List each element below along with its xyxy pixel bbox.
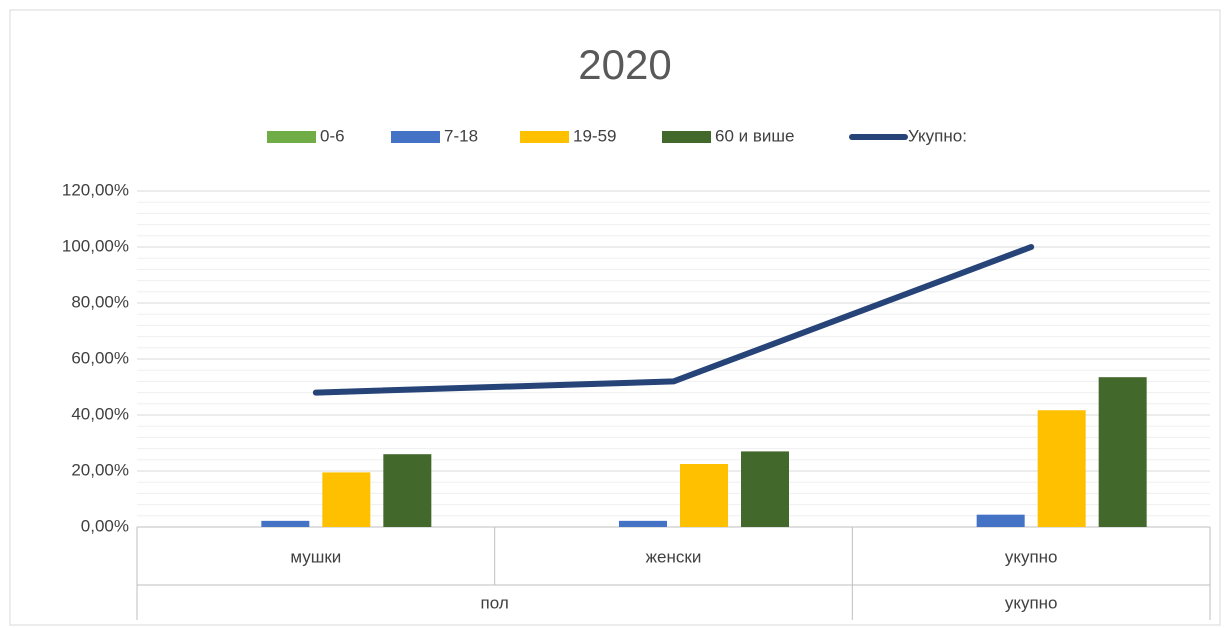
y-tick-label: 80,00% [71,292,129,311]
legend-label: Укупно: [908,126,967,145]
bar [680,464,728,527]
legend-label: 0-6 [320,126,345,145]
bar [741,451,789,527]
y-tick-label: 20,00% [71,460,129,479]
y-tick-label: 100,00% [62,236,129,255]
legend-label: 60 и више [715,126,794,145]
legend-swatch [520,131,569,143]
group-label: пол [481,593,509,612]
y-tick-label: 120,00% [62,180,129,199]
bar [261,520,310,527]
bar [322,472,371,527]
legend-swatch [662,131,711,143]
bar [1098,377,1147,527]
legend-swatch [391,131,440,143]
line [312,244,1035,396]
group-label: укупно [1005,593,1058,612]
bar [1037,410,1086,527]
x-tick-label: женски [646,547,702,566]
legend-label: 19-59 [573,126,616,145]
y-tick-label: 0,00% [81,516,129,535]
y-tick-label: 40,00% [71,404,129,423]
y-tick-label: 60,00% [71,348,129,367]
x-tick-label: укупно [1005,547,1058,566]
legend-label: 7-18 [444,126,478,145]
x-tick-label: мушки [290,547,341,566]
chart-frame [9,9,1221,626]
bar [619,520,667,527]
bar [976,514,1025,527]
legend-swatch [267,131,316,143]
chart-title: 2020 [578,41,671,88]
bar [383,454,432,527]
